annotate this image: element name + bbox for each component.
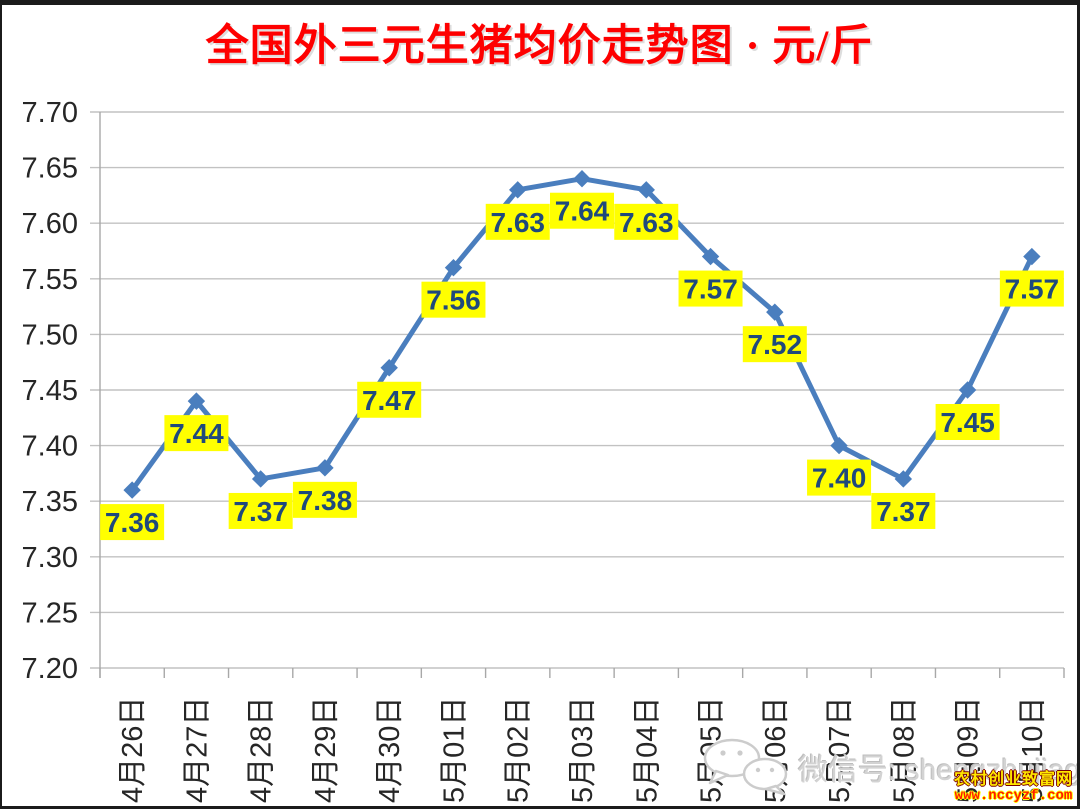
data-label: 7.57 (683, 274, 738, 305)
data-point (444, 258, 463, 277)
data-label: 7.38 (298, 485, 353, 516)
y-axis-tick-label: 7.45 (22, 375, 78, 407)
x-axis-tick-label: 5月04日 (631, 697, 663, 803)
y-axis-tick-label: 7.60 (22, 208, 78, 240)
x-axis-tick-label: 5月10日 (1017, 697, 1049, 803)
y-axis-tick-label: 7.65 (22, 153, 78, 185)
x-axis-tick-label: 4月28日 (246, 697, 278, 803)
data-point (766, 303, 784, 321)
data-label: 7.52 (748, 329, 803, 360)
data-point (701, 247, 720, 266)
data-label: 7.36 (105, 507, 160, 538)
data-point (894, 470, 913, 488)
y-axis-tick-label: 7.40 (22, 431, 78, 463)
data-point (830, 436, 848, 455)
x-axis-tick-label: 5月02日 (503, 697, 535, 803)
page-title: 全国外三元生猪均价走势图 · 元/斤 (205, 23, 874, 70)
x-axis-tick-label: 4月26日 (117, 697, 149, 803)
x-axis-tick-label: 5月03日 (567, 697, 599, 803)
site-url: www.nccyzf.com (954, 787, 1073, 804)
y-axis-tick-label: 7.30 (22, 542, 78, 574)
data-label-box (935, 404, 1000, 440)
x-axis-tick-label: 4月30日 (374, 697, 406, 803)
y-axis-tick-label: 7.55 (22, 264, 78, 296)
data-point (1023, 247, 1041, 266)
data-point (123, 481, 141, 499)
site-name: 农村创业致富网 (953, 771, 1073, 789)
data-label: 7.63 (490, 207, 545, 238)
x-axis-tick-label: 5月07日 (824, 697, 856, 803)
data-label-box (164, 415, 229, 452)
wechat-icon (703, 738, 788, 796)
data-label-box (807, 459, 872, 496)
x-axis-tick-label: 4月29日 (310, 697, 342, 803)
x-axis-tick-label: 5月01日 (438, 697, 470, 803)
data-label: 7.40 (812, 463, 867, 494)
data-label: 7.44 (169, 418, 224, 449)
x-axis-tick-label: 4月27日 (181, 697, 213, 803)
y-axis-tick-label: 7.50 (22, 319, 78, 351)
wechat-id-text: 微信号: shengzhujiage (798, 754, 1080, 787)
data-label: 7.64 (555, 196, 610, 227)
y-axis-tick-label: 7.70 (22, 97, 78, 129)
y-axis-tick-label: 7.25 (22, 597, 78, 629)
data-point (380, 359, 398, 377)
data-label: 7.45 (940, 407, 995, 438)
data-label-box (421, 281, 486, 318)
data-label-box (614, 203, 679, 240)
data-label-box (100, 504, 165, 541)
data-label-box (871, 492, 936, 529)
site-watermark: 农村创业致富网 www.nccyzf.com (954, 771, 1073, 804)
price-trend-line-chart: 7.20 7.25 7.30 7.35 7.40 7.45 7.50 7.55 7.60 7.65… (22, 97, 1065, 803)
x-axis-tick-label: 5月09日 (953, 697, 985, 803)
data-label: 7.37 (876, 496, 931, 527)
x-axis-tick-label: 5月08日 (888, 697, 920, 803)
y-axis-tick-label: 7.35 (22, 486, 78, 518)
data-label-box (292, 481, 357, 518)
data-label-box (357, 381, 422, 418)
data-point (958, 381, 977, 399)
data-point (509, 181, 527, 199)
data-label: 7.47 (362, 385, 417, 416)
data-label: 7.63 (619, 207, 674, 238)
data-label: 7.57 (1005, 274, 1060, 305)
data-label-box (999, 270, 1064, 307)
data-point (187, 392, 206, 410)
y-axis-tick-label: 7.20 (22, 653, 78, 685)
data-point (316, 459, 334, 477)
data-label-box (742, 326, 807, 363)
data-point (251, 470, 270, 488)
data-label-box (550, 192, 614, 229)
data-label: 7.56 (426, 285, 481, 316)
data-point (637, 181, 655, 199)
data-label: 7.37 (233, 496, 288, 527)
wechat-watermark: 微信号: shengzhujiage (702, 738, 1080, 796)
data-label-box (228, 492, 293, 529)
data-label-box (678, 270, 743, 307)
data-label-box (485, 203, 550, 240)
data-point (573, 170, 591, 188)
